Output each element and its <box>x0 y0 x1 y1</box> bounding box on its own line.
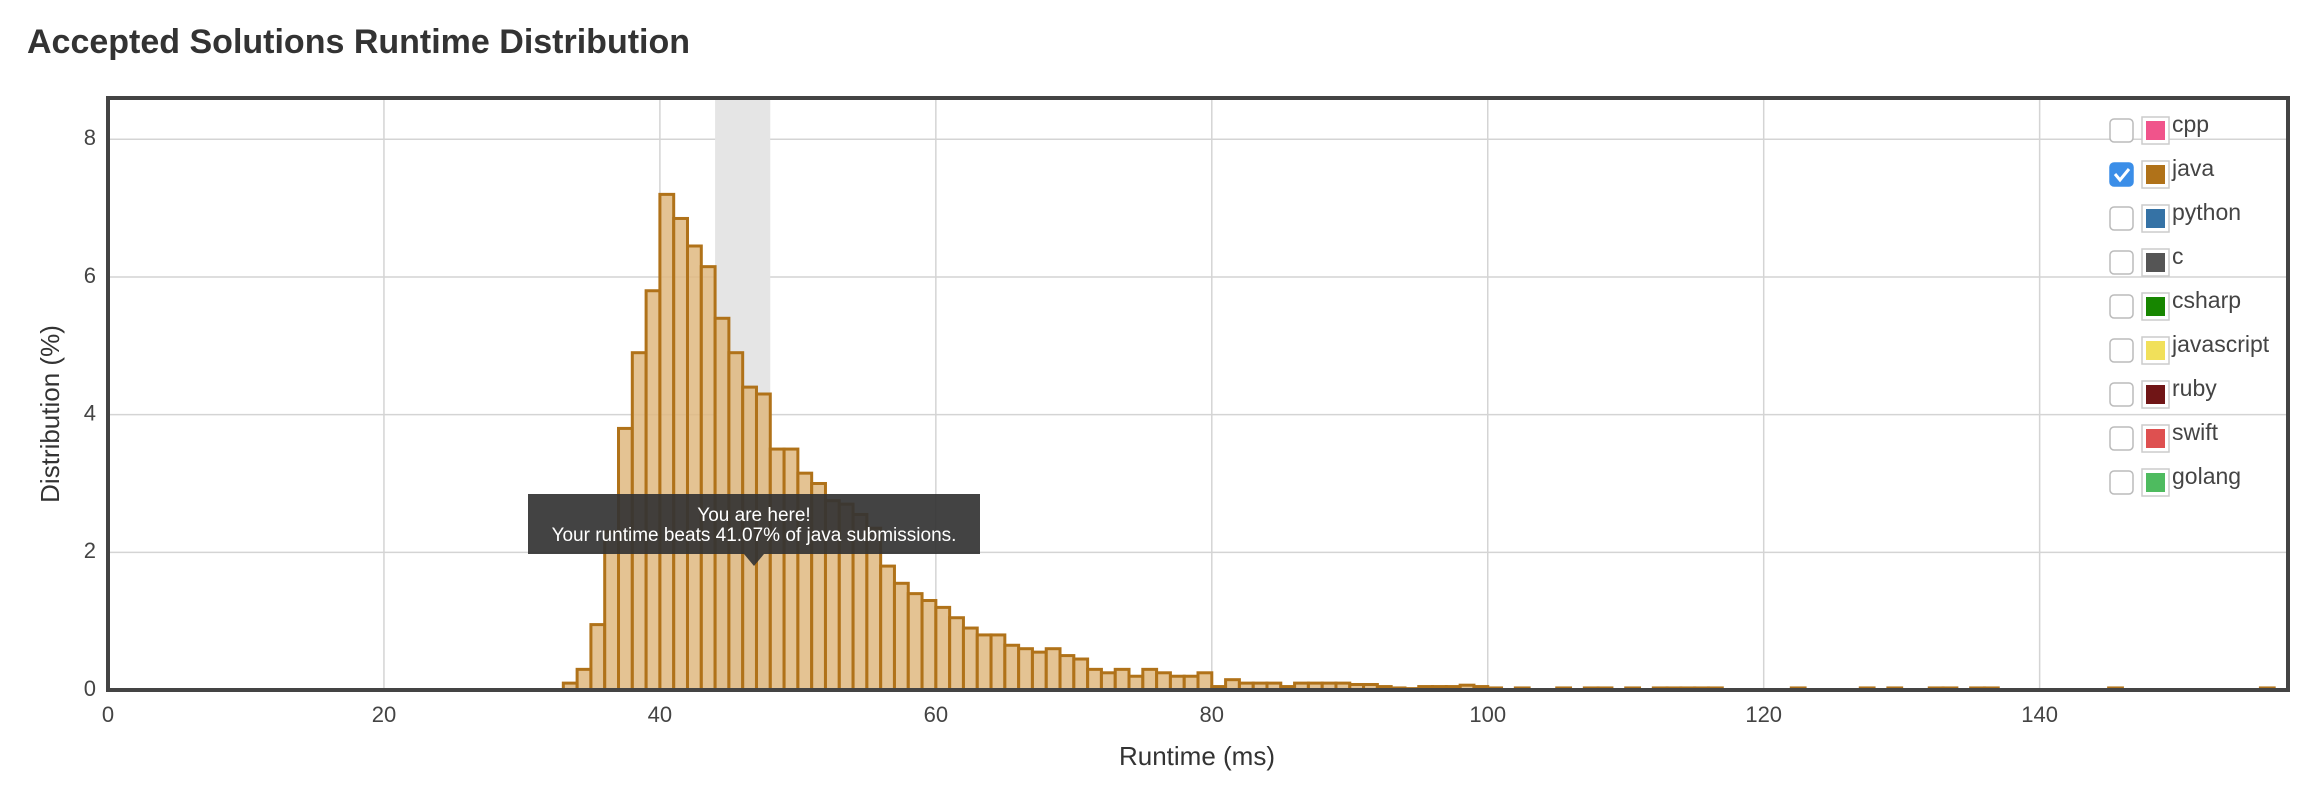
legend-checkbox[interactable] <box>2109 426 2134 451</box>
legend-item[interactable]: java <box>2109 155 2214 189</box>
legend-item[interactable]: swift <box>2109 419 2219 453</box>
histogram-bar <box>1072 657 1090 692</box>
histogram-bar <box>1017 647 1034 692</box>
tooltip-arrow <box>744 554 764 566</box>
tooltip-line: You are here! <box>697 505 810 526</box>
histogram-bar <box>906 592 924 692</box>
histogram-bar <box>1196 671 1214 692</box>
histogram-bar <box>768 447 786 692</box>
histogram-bar <box>672 216 689 692</box>
legend-checkbox[interactable] <box>2109 162 2134 187</box>
histogram-bar <box>961 626 979 692</box>
histogram-bar <box>879 564 896 692</box>
histogram-bar <box>975 633 993 692</box>
histogram-bar <box>603 530 621 692</box>
x-tick-label: 60 <box>924 702 948 727</box>
histogram-bar <box>1003 643 1021 692</box>
legend-label[interactable]: c <box>2172 243 2184 269</box>
x-axis-label: Runtime (ms) <box>1119 741 1275 771</box>
legend-label[interactable]: java <box>2171 155 2214 181</box>
legend-checkbox[interactable] <box>2109 382 2134 407</box>
legend-item[interactable]: python <box>2109 199 2241 233</box>
histogram-bar <box>644 289 662 692</box>
histogram-bar <box>948 616 965 692</box>
legend-label[interactable]: cpp <box>2172 111 2209 137</box>
legend-swatch <box>2146 341 2165 360</box>
legend-label[interactable]: javascript <box>2171 331 2270 357</box>
x-tick-label: 80 <box>1200 702 1224 727</box>
plot-frame <box>106 96 2290 692</box>
legend-item[interactable]: ruby <box>2109 375 2217 409</box>
legend-checkbox[interactable] <box>2109 470 2134 495</box>
tooltip: You are here!Your runtime beats 41.07% o… <box>528 494 980 566</box>
legend-item[interactable]: golang <box>2109 463 2241 497</box>
histogram-bar <box>782 447 800 692</box>
histogram-bar <box>699 265 717 692</box>
legend-label[interactable]: csharp <box>2172 287 2241 313</box>
histogram-bar <box>658 192 676 692</box>
histogram-bar <box>589 623 607 692</box>
y-tick-label: 8 <box>84 125 96 150</box>
legend-swatch <box>2146 473 2165 492</box>
histogram-bar <box>934 605 952 692</box>
legend-swatch <box>2146 209 2165 228</box>
legend-checkbox[interactable] <box>2109 294 2134 319</box>
legend-checkbox[interactable] <box>2109 338 2134 363</box>
histogram-bar <box>575 667 593 692</box>
legend-label[interactable]: swift <box>2172 419 2219 445</box>
legend-swatch <box>2146 253 2165 272</box>
histogram-bar <box>989 633 1007 692</box>
histogram-bar <box>1182 674 1200 692</box>
x-tick-label: 40 <box>648 702 672 727</box>
y-tick-label: 0 <box>84 676 96 701</box>
x-tick-label: 0 <box>102 702 114 727</box>
legend-label[interactable]: python <box>2172 199 2241 225</box>
x-tick-label: 120 <box>1745 702 1782 727</box>
y-tick-label: 6 <box>84 263 96 288</box>
legend-checkbox[interactable] <box>2109 250 2134 275</box>
tooltip-box <box>528 494 980 554</box>
histogram-bar <box>1030 650 1048 692</box>
histogram-bar <box>1058 654 1076 692</box>
checkmark <box>2113 168 2131 183</box>
histogram-bar <box>1113 667 1131 692</box>
legend-label[interactable]: golang <box>2172 463 2241 489</box>
legend-checkbox[interactable] <box>2109 206 2134 231</box>
legend-item[interactable]: c <box>2109 243 2184 277</box>
x-tick-label: 140 <box>2021 702 2058 727</box>
legend-label[interactable]: ruby <box>2172 375 2217 401</box>
x-tick-label: 20 <box>372 702 396 727</box>
legend-item[interactable]: csharp <box>2109 287 2241 321</box>
chart-title: Accepted Solutions Runtime Distribution <box>27 23 690 61</box>
legend-swatch <box>2146 121 2165 140</box>
histogram-bar <box>1168 674 1186 692</box>
histogram-bar <box>1127 674 1145 692</box>
histogram-bar <box>1044 647 1062 692</box>
y-axis-label: Distribution (%) <box>35 325 65 503</box>
y-tick-label: 2 <box>84 538 96 563</box>
histogram-bar <box>892 581 910 692</box>
legend-item[interactable]: javascript <box>2109 331 2270 365</box>
legend-swatch <box>2146 385 2165 404</box>
histogram-bar <box>1141 667 1159 692</box>
legend-checkbox[interactable] <box>2109 118 2134 143</box>
histogram-bar <box>1099 671 1117 692</box>
legend-item[interactable]: cpp <box>2109 111 2209 145</box>
y-tick-label: 4 <box>84 400 96 425</box>
histogram-bar <box>920 599 938 692</box>
legend-swatch <box>2146 165 2165 184</box>
tooltip-line: Your runtime beats 41.07% of java submis… <box>552 525 957 546</box>
histogram-bar <box>1155 671 1172 692</box>
histogram-bar <box>617 426 634 692</box>
histogram-bar <box>1086 667 1103 692</box>
x-tick-label: 100 <box>1469 702 1506 727</box>
histogram-bar <box>685 244 703 692</box>
legend-swatch <box>2146 429 2165 448</box>
legend-swatch <box>2146 297 2165 316</box>
